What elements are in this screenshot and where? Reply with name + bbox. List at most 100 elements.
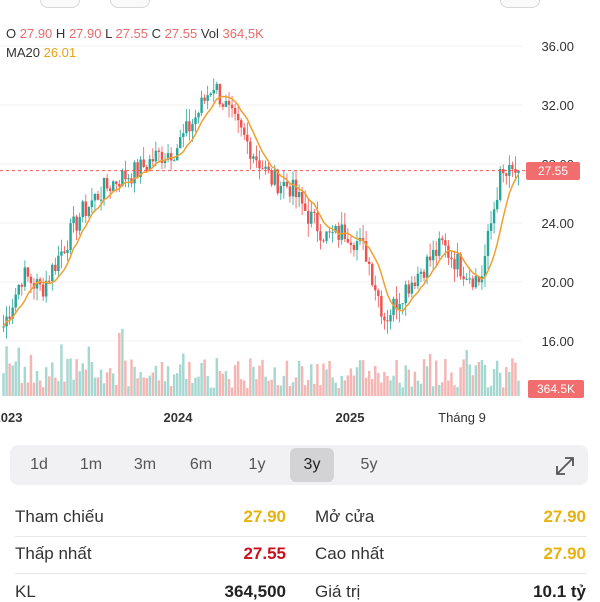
x-tick-label: 2024 bbox=[164, 410, 194, 425]
volume-badge: 364.5K bbox=[528, 380, 584, 398]
candle-body bbox=[218, 83, 222, 105]
candle-body bbox=[203, 97, 206, 101]
candle-body bbox=[136, 162, 139, 178]
volume-bar bbox=[483, 364, 487, 396]
volume-bar bbox=[313, 383, 316, 396]
volume-bar bbox=[57, 381, 60, 396]
candle-body bbox=[261, 168, 264, 170]
candle-body bbox=[209, 93, 212, 96]
candle-body bbox=[239, 120, 243, 128]
volume-bar bbox=[285, 360, 289, 396]
volume-bar bbox=[334, 382, 337, 396]
volume-bar bbox=[227, 378, 231, 396]
volume-bar bbox=[2, 373, 5, 396]
volume-bar bbox=[514, 362, 517, 396]
candle-body bbox=[319, 231, 322, 241]
range-1d[interactable]: 1d bbox=[30, 456, 48, 473]
candle-body bbox=[60, 251, 63, 256]
volume-bar bbox=[72, 379, 75, 396]
volume-bar bbox=[29, 354, 33, 396]
candle-body bbox=[511, 164, 514, 170]
candle-body bbox=[249, 141, 252, 159]
candle-body bbox=[72, 216, 75, 224]
range-6m[interactable]: 6m bbox=[189, 456, 213, 473]
candle-body bbox=[291, 179, 295, 197]
candle-body bbox=[233, 108, 237, 114]
candle-body bbox=[227, 101, 231, 105]
expand-icon[interactable] bbox=[554, 455, 576, 477]
range-3m[interactable]: 3m bbox=[133, 456, 157, 473]
candle-body bbox=[325, 231, 328, 241]
low-value: 27.55 bbox=[115, 26, 149, 41]
volume-bar bbox=[471, 375, 474, 396]
candle-body bbox=[236, 113, 240, 121]
volume-bar bbox=[508, 371, 511, 396]
low-stat-value: 27.55 bbox=[243, 544, 286, 563]
ma-value: 26.01 bbox=[43, 45, 77, 60]
volume-bar bbox=[93, 377, 97, 396]
volume-bar bbox=[197, 376, 200, 396]
volume-bar bbox=[63, 381, 66, 396]
volume-bar bbox=[258, 365, 261, 396]
candle-body bbox=[340, 224, 343, 240]
volume-bar bbox=[249, 358, 252, 396]
candle-body bbox=[246, 134, 249, 142]
candle-body bbox=[471, 278, 474, 288]
candle-body bbox=[300, 192, 304, 204]
candle-body bbox=[145, 166, 148, 171]
candle-body bbox=[93, 194, 97, 201]
volume-bar bbox=[239, 379, 243, 396]
candle-body bbox=[294, 179, 298, 198]
candle-body bbox=[54, 264, 57, 272]
volume-bar bbox=[404, 365, 407, 396]
candle-body bbox=[142, 159, 145, 167]
volume-bar bbox=[425, 366, 429, 396]
volume-bar bbox=[459, 367, 462, 396]
candle-body bbox=[343, 224, 347, 239]
volume-bar bbox=[169, 385, 173, 396]
volume-bar bbox=[215, 358, 219, 396]
range-3y[interactable]: 3y bbox=[290, 448, 334, 482]
volume-bar bbox=[276, 385, 279, 396]
volume-bar bbox=[66, 359, 69, 396]
ma-readout: MA20 26.01 bbox=[6, 45, 77, 60]
volume-bar bbox=[441, 382, 444, 396]
candle-body bbox=[194, 117, 197, 124]
candle-body bbox=[367, 261, 371, 265]
range-1m[interactable]: 1m bbox=[79, 456, 103, 473]
candle-body bbox=[87, 207, 91, 217]
volume-bar bbox=[236, 361, 240, 396]
x-tick-label: 2023 bbox=[0, 410, 22, 425]
candle-body bbox=[486, 230, 490, 257]
candle-body bbox=[438, 238, 441, 256]
volume-bar bbox=[130, 359, 133, 396]
candle-body bbox=[11, 307, 14, 319]
candle-body bbox=[334, 225, 337, 233]
candle-body bbox=[151, 159, 155, 162]
candle-body bbox=[148, 159, 152, 171]
candle-body bbox=[206, 95, 209, 101]
candle-body bbox=[29, 276, 33, 284]
candle-body bbox=[99, 199, 103, 201]
volume-bar bbox=[145, 378, 148, 396]
candle-body bbox=[172, 160, 176, 162]
candle-body bbox=[84, 201, 88, 217]
candle-body bbox=[474, 276, 478, 288]
range-5y[interactable]: 5y bbox=[360, 456, 378, 473]
candle-body bbox=[453, 259, 456, 270]
volume-bar bbox=[8, 363, 11, 396]
volume-bar bbox=[303, 385, 307, 396]
volume-bar bbox=[279, 385, 283, 396]
volume-bar bbox=[468, 364, 471, 396]
candle-body bbox=[431, 249, 435, 261]
candle-body bbox=[434, 249, 438, 256]
candle-body bbox=[66, 250, 69, 253]
volume-label: KL bbox=[15, 582, 36, 601]
low-label: Thấp nhất bbox=[15, 544, 92, 563]
volume-bar bbox=[337, 387, 340, 396]
candle-body bbox=[108, 188, 112, 192]
volume-bar bbox=[78, 371, 81, 396]
range-1y[interactable]: 1y bbox=[248, 456, 266, 473]
